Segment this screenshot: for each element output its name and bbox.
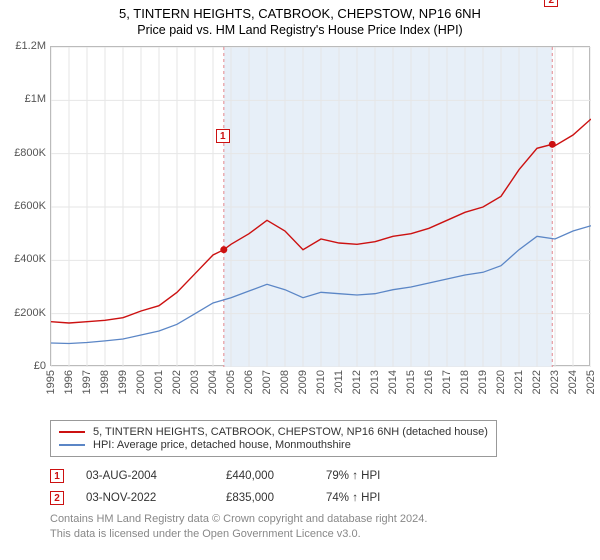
chart-title-block: 5, TINTERN HEIGHTS, CATBROOK, CHEPSTOW, … [0, 0, 600, 37]
event-date: 03-NOV-2022 [86, 492, 226, 504]
event-marker-icon: 2 [50, 491, 64, 505]
event-price: £835,000 [226, 492, 326, 504]
x-axis-label: 2007 [261, 370, 273, 394]
x-axis-label: 2025 [585, 370, 597, 394]
y-axis-label: £400K [2, 253, 46, 265]
x-axis-label: 2016 [423, 370, 435, 394]
legend-label: 5, TINTERN HEIGHTS, CATBROOK, CHEPSTOW, … [93, 426, 488, 438]
x-axis-label: 2015 [405, 370, 417, 394]
x-axis-label: 2011 [333, 370, 345, 394]
x-axis-label: 2022 [531, 370, 543, 394]
y-axis-label: £0 [2, 360, 46, 372]
footer-line: This data is licensed under the Open Gov… [50, 527, 427, 542]
event-date: 03-AUG-2004 [86, 470, 226, 482]
x-axis-label: 2000 [135, 370, 147, 394]
x-axis-label: 1999 [117, 370, 129, 394]
x-axis-label: 2008 [279, 370, 291, 394]
x-axis-label: 2009 [297, 370, 309, 394]
y-axis-label: £1M [2, 93, 46, 105]
chart-marker-box: 2 [544, 0, 558, 7]
event-pct: 74% ↑ HPI [326, 492, 426, 504]
x-axis-label: 2004 [207, 370, 219, 394]
footer-attribution: Contains HM Land Registry data © Crown c… [50, 512, 427, 542]
x-axis-label: 2013 [369, 370, 381, 394]
legend-swatch [59, 444, 85, 446]
x-axis-label: 1995 [45, 370, 57, 394]
x-axis-label: 2012 [351, 370, 363, 394]
x-axis-label: 2021 [513, 370, 525, 394]
legend-box: 5, TINTERN HEIGHTS, CATBROOK, CHEPSTOW, … [50, 420, 497, 457]
legend-swatch [59, 431, 85, 433]
x-axis-label: 1996 [63, 370, 75, 394]
x-axis-label: 2010 [315, 370, 327, 394]
chart-area: 12£0£200K£400K£600K£800K£1M£1.2M19951996… [0, 40, 600, 410]
x-axis-label: 2020 [495, 370, 507, 394]
legend-label: HPI: Average price, detached house, Monm… [93, 439, 351, 451]
event-row: 2 03-NOV-2022 £835,000 74% ↑ HPI [50, 487, 426, 509]
x-axis-label: 2017 [441, 370, 453, 394]
x-axis-label: 2023 [549, 370, 561, 394]
chart-marker-box: 1 [216, 129, 230, 143]
legend-item: HPI: Average price, detached house, Monm… [59, 439, 488, 451]
event-table: 1 03-AUG-2004 £440,000 79% ↑ HPI 2 03-NO… [50, 465, 426, 509]
footer-line: Contains HM Land Registry data © Crown c… [50, 512, 427, 527]
x-axis-label: 1998 [99, 370, 111, 394]
event-pct: 79% ↑ HPI [326, 470, 426, 482]
plot-svg [51, 47, 591, 367]
y-axis-label: £1.2M [2, 40, 46, 52]
x-axis-label: 1997 [81, 370, 93, 394]
x-axis-label: 2002 [171, 370, 183, 394]
x-axis-label: 2005 [225, 370, 237, 394]
x-axis-label: 2024 [567, 370, 579, 394]
legend-item: 5, TINTERN HEIGHTS, CATBROOK, CHEPSTOW, … [59, 426, 488, 438]
x-axis-label: 2018 [459, 370, 471, 394]
x-axis-label: 2006 [243, 370, 255, 394]
x-axis-label: 2019 [477, 370, 489, 394]
y-axis-label: £800K [2, 147, 46, 159]
chart-title: 5, TINTERN HEIGHTS, CATBROOK, CHEPSTOW, … [0, 6, 600, 21]
chart-subtitle: Price paid vs. HM Land Registry's House … [0, 23, 600, 37]
event-marker-icon: 1 [50, 469, 64, 483]
y-axis-label: £600K [2, 200, 46, 212]
y-axis-label: £200K [2, 307, 46, 319]
x-axis-label: 2001 [153, 370, 165, 394]
x-axis-label: 2003 [189, 370, 201, 394]
x-axis-label: 2014 [387, 370, 399, 394]
event-row: 1 03-AUG-2004 £440,000 79% ↑ HPI [50, 465, 426, 487]
plot-region [50, 46, 590, 366]
event-price: £440,000 [226, 470, 326, 482]
